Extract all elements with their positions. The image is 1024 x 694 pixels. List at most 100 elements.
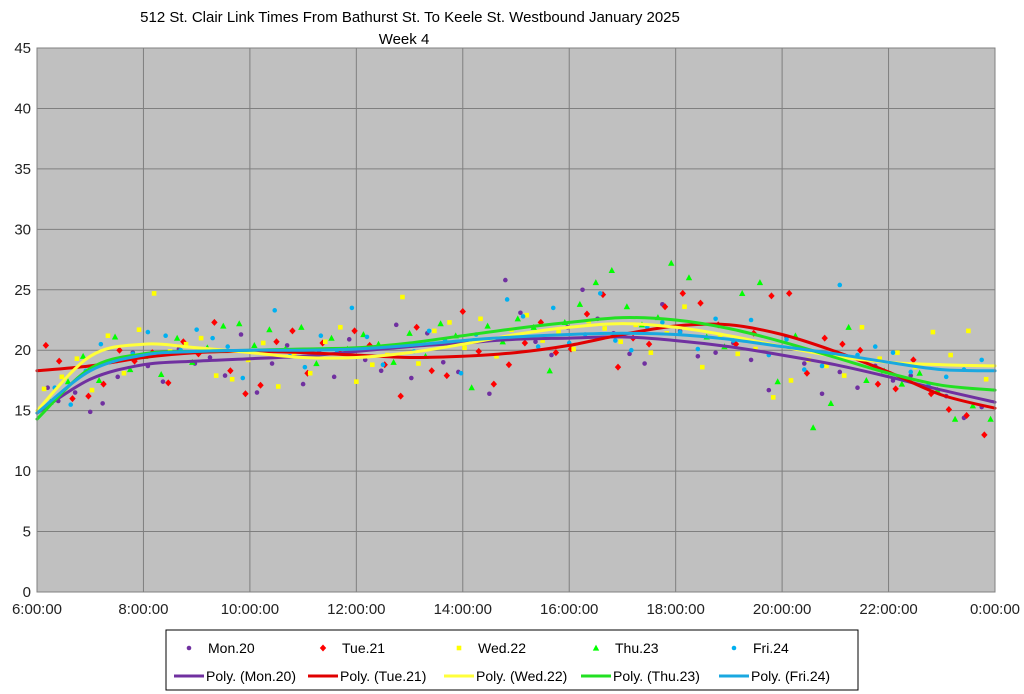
y-tick-label: 15 — [14, 403, 31, 420]
data-point-fri-24 — [943, 374, 949, 380]
data-point-thu-23 — [916, 369, 923, 376]
data-point-mon-20 — [207, 355, 213, 360]
data-point-mon-20 — [766, 387, 772, 393]
data-point-thu-23 — [437, 320, 444, 327]
data-point-mon-20 — [440, 360, 446, 365]
data-point-mon-20 — [580, 287, 585, 293]
y-axis-ticks: 0 5 10 15 20 25 30 35 40 45 — [14, 40, 31, 601]
data-point-thu-23 — [514, 315, 521, 322]
data-point-thu-23 — [546, 367, 553, 374]
data-point-thu-23 — [406, 329, 413, 336]
data-point-mon-20 — [819, 391, 825, 397]
data-point-tue-21 — [786, 289, 793, 297]
data-point-tue-21 — [679, 289, 686, 297]
x-axis-ticks: 6:00:00 8:00:00 10:00:00 12:00:00 14:00:00 16… — [12, 601, 1020, 618]
legend-marker — [319, 644, 327, 652]
data-point-mon-20 — [801, 361, 807, 366]
data-point-wed-22 — [494, 353, 499, 359]
data-point-wed-22 — [198, 335, 204, 341]
legend-marker — [731, 645, 737, 651]
data-point-wed-22 — [524, 312, 529, 318]
data-point-mon-20 — [160, 379, 166, 384]
data-point-thu-23 — [576, 300, 584, 307]
data-point-tue-21 — [443, 372, 451, 380]
data-point-mon-20 — [487, 391, 492, 397]
data-point-thu-23 — [157, 371, 165, 377]
data-point-mon-20 — [393, 322, 399, 328]
trend-line-mon-20 — [35, 335, 997, 415]
data-point-wed-22 — [983, 376, 989, 382]
data-point-tue-21 — [116, 346, 123, 354]
data-point-fri-24 — [364, 334, 370, 340]
legend-label: Poly. (Tue.21) — [340, 668, 426, 684]
data-point-fri-24 — [801, 367, 807, 372]
data-point-tue-21 — [55, 357, 63, 365]
data-point-thu-23 — [126, 366, 134, 373]
trend-line-fri-24 — [35, 331, 997, 415]
data-point-tue-21 — [892, 385, 899, 393]
data-point-wed-22 — [354, 379, 359, 384]
data-point-tue-21 — [351, 327, 358, 335]
data-point-fri-24 — [748, 317, 754, 323]
data-point-mon-20 — [855, 385, 860, 390]
data-point-tue-21 — [289, 327, 296, 335]
data-point-thu-23 — [827, 400, 835, 407]
legend-marker — [456, 645, 462, 651]
data-point-mon-20 — [695, 353, 701, 359]
data-point-tue-21 — [273, 338, 280, 346]
data-point-mon-20 — [713, 350, 718, 355]
data-point-tue-21 — [910, 356, 917, 364]
x-tick-label: 12:00:00 — [327, 601, 385, 618]
data-point-fri-24 — [520, 314, 526, 319]
data-point-tue-21 — [856, 346, 864, 354]
data-point-wed-22 — [74, 356, 80, 361]
legend-label: Poly. (Mon.20) — [206, 668, 296, 684]
data-point-wed-22 — [735, 351, 741, 357]
data-point-thu-23 — [623, 303, 631, 310]
data-point-wed-22 — [556, 329, 561, 335]
data-point-mon-20 — [642, 361, 647, 366]
data-point-thu-23 — [468, 384, 475, 391]
data-point-mon-20 — [222, 373, 228, 378]
y-tick-label: 40 — [14, 100, 31, 117]
data-point-fri-24 — [713, 316, 718, 322]
data-point-tue-21 — [428, 367, 435, 375]
data-point-fri-24 — [318, 333, 324, 339]
data-point-tue-21 — [583, 310, 591, 318]
data-point-wed-22 — [717, 333, 723, 339]
data-point-mon-20 — [362, 357, 368, 363]
legend-label: Poly. (Thu.23) — [613, 668, 700, 684]
data-point-wed-22 — [753, 346, 758, 352]
data-point-fri-24 — [225, 344, 231, 349]
x-tick-label: 18:00:00 — [646, 601, 704, 618]
data-point-mon-20 — [284, 343, 290, 348]
data-point-wed-22 — [183, 341, 189, 347]
data-point-tue-21 — [945, 405, 953, 413]
data-point-tue-21 — [821, 334, 828, 342]
data-point-wed-22 — [699, 364, 705, 370]
data-point-fri-24 — [660, 320, 665, 325]
data-point-thu-23 — [251, 341, 258, 348]
data-point-tue-21 — [69, 395, 76, 403]
data-point-thu-23 — [592, 279, 600, 286]
data-point-tue-21 — [521, 339, 529, 347]
data-point-mon-20 — [748, 357, 754, 363]
data-point-wed-22 — [540, 338, 545, 343]
data-point-tue-21 — [85, 392, 92, 400]
data-point-mon-20 — [409, 375, 414, 381]
data-point-mon-20 — [549, 352, 554, 358]
data-point-tue-21 — [180, 338, 187, 346]
x-tick-label: 14:00:00 — [434, 601, 492, 618]
data-point-fri-24 — [819, 363, 825, 369]
x-tick-label: 10:00:00 — [221, 601, 279, 618]
data-point-thu-23 — [951, 415, 959, 422]
data-point-wed-22 — [618, 339, 623, 345]
y-tick-label: 35 — [14, 161, 31, 178]
data-point-wed-22 — [788, 378, 794, 383]
data-point-fri-24 — [597, 291, 603, 296]
y-tick-label: 20 — [14, 342, 31, 359]
data-point-thu-23 — [360, 331, 367, 338]
data-point-thu-23 — [328, 334, 335, 341]
data-point-wed-22 — [229, 376, 235, 382]
data-point-wed-22 — [307, 370, 313, 376]
